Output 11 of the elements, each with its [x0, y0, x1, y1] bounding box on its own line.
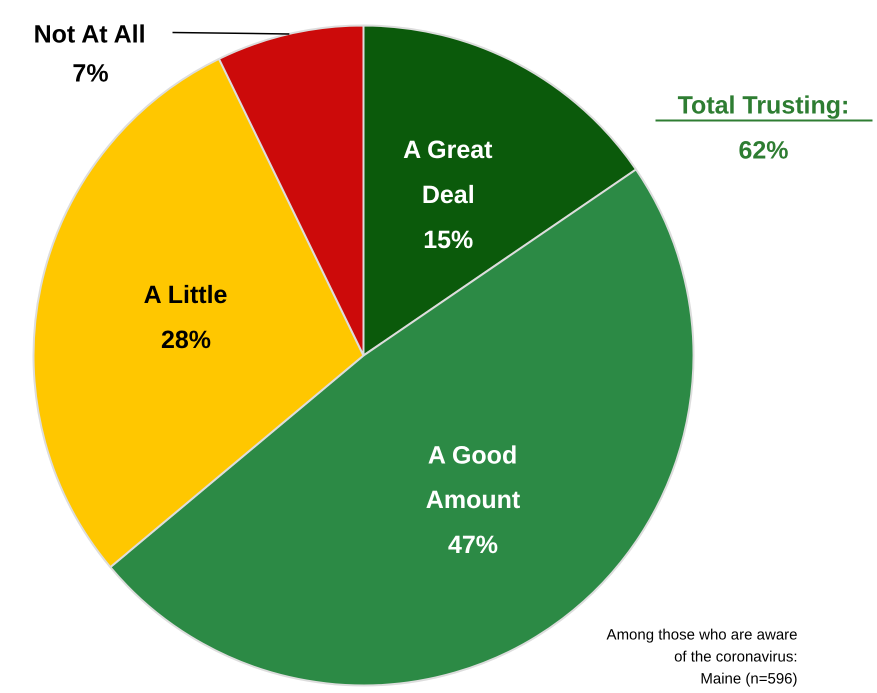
text: 62%	[738, 136, 789, 164]
slice-label: A Good Amount	[426, 441, 521, 514]
data-label: 47%	[448, 531, 498, 560]
data-label: 28%	[160, 326, 212, 354]
data-label: 7%	[72, 60, 109, 88]
slice-label: A Great Deal	[403, 136, 494, 209]
slice-label: A Little	[144, 281, 228, 310]
slice-label: Not At All	[34, 20, 146, 48]
data-label: 15%	[423, 226, 474, 254]
text: Total Trusting:	[678, 92, 850, 120]
text: Among those who are aware of the coronavirus: Maine (n=596)	[606, 626, 798, 688]
